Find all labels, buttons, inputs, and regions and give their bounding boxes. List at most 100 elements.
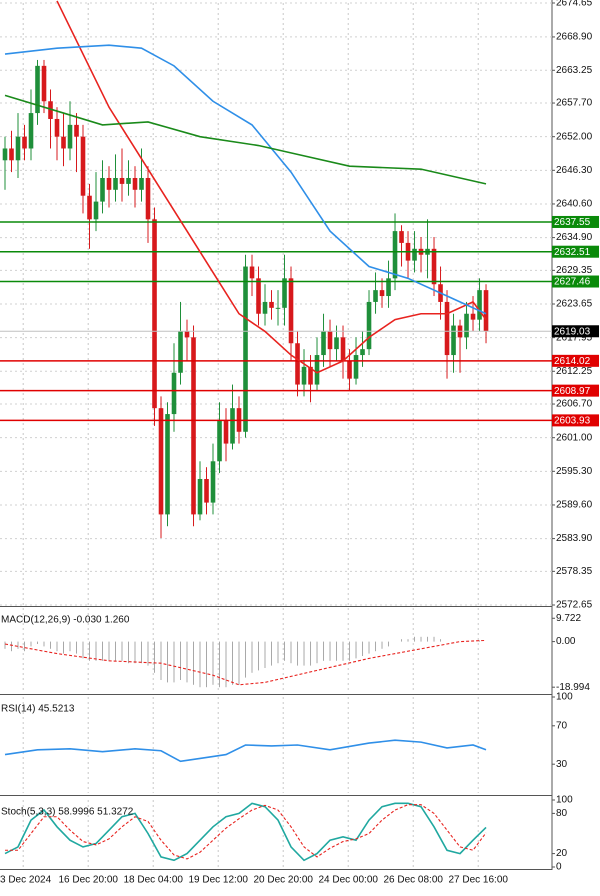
candle-body <box>100 177 105 202</box>
y-tick-label: 100 <box>556 795 573 806</box>
candle-body <box>464 313 469 338</box>
candle-body <box>470 313 476 320</box>
candle-body <box>191 337 196 515</box>
candle-body <box>230 408 235 444</box>
candle-body <box>80 136 86 196</box>
candle-body <box>308 366 313 385</box>
candle-body <box>243 266 248 432</box>
level-label-box <box>552 414 599 427</box>
candle-body <box>28 113 34 149</box>
candle-body <box>314 355 320 385</box>
candle-body <box>171 372 177 415</box>
x-tick-label: 3 Dec 2024 <box>0 875 52 886</box>
y-tick-label: 0.00 <box>556 636 576 647</box>
level-label-box <box>552 275 599 288</box>
last-price-label: 2619.03 <box>554 326 591 337</box>
y-tick-label: 2601.00 <box>556 432 593 443</box>
candle-body <box>412 248 417 261</box>
candle-body <box>74 124 79 137</box>
y-tick-label: 2668.90 <box>556 32 593 43</box>
candle-body <box>399 231 404 243</box>
indicator-line <box>4 639 487 686</box>
y-tick-label: 2663.25 <box>556 65 593 76</box>
candle-body <box>139 177 144 190</box>
candle-body <box>61 136 66 149</box>
y-tick-label: 20 <box>556 848 568 859</box>
candle-body <box>126 177 131 184</box>
candle-body <box>9 148 14 161</box>
candle-body <box>392 231 398 279</box>
y-tick-label: 0 <box>556 862 562 873</box>
candle-body <box>217 419 222 462</box>
candle-body <box>158 408 164 515</box>
x-tick-label: 27 Dec 16:00 <box>448 875 508 886</box>
y-tick-label: 2657.70 <box>556 98 593 109</box>
candle-body <box>340 337 346 361</box>
candle-body <box>41 65 47 102</box>
y-tick-label: 30 <box>556 759 568 770</box>
indicator-line <box>4 94 487 185</box>
indicator-label: MACD(12,26,9) -0.030 1.260 <box>1 615 130 626</box>
candle-body <box>386 278 391 297</box>
candle-body <box>184 331 190 338</box>
level-label: 2608.97 <box>554 386 591 397</box>
candle-body <box>360 349 365 356</box>
candle-body <box>451 325 456 356</box>
y-tick-label: 2583.90 <box>556 533 593 544</box>
indicator-line <box>5 804 487 860</box>
level-label-box <box>552 354 599 367</box>
indicator-line <box>56 0 487 374</box>
y-tick-label: 2674.65 <box>556 0 593 9</box>
candle-body <box>93 201 99 220</box>
candle-body <box>431 248 437 285</box>
candle-body <box>54 118 60 137</box>
level-label: 2632.51 <box>554 247 591 258</box>
y-tick-label: 2595.30 <box>556 466 593 477</box>
candle-body <box>165 414 170 515</box>
x-tick-label: 26 Dec 08:00 <box>383 875 443 886</box>
level-label: 2603.93 <box>554 416 591 427</box>
y-tick-label: -18.994 <box>556 682 590 693</box>
candle-body <box>152 219 157 409</box>
y-tick-label: 2623.65 <box>556 299 593 310</box>
candle-body <box>106 177 112 190</box>
candle-body <box>444 301 450 356</box>
x-tick-label: 20 Dec 20:00 <box>253 875 313 886</box>
candle-body <box>334 337 339 350</box>
candle-body <box>15 136 21 161</box>
candle-body <box>256 278 261 314</box>
candle-body <box>379 290 385 297</box>
candle-body <box>22 136 27 149</box>
candle-body <box>269 301 274 308</box>
y-tick-label: 80 <box>556 808 568 819</box>
candle-body <box>67 124 73 149</box>
candle-body <box>262 301 268 314</box>
candle-body <box>327 331 333 350</box>
last-price-box <box>552 325 599 338</box>
y-tick-label: 2617.95 <box>556 332 593 343</box>
y-tick-label: 2578.35 <box>556 566 593 577</box>
indicator-line <box>4 739 487 763</box>
level-label-box <box>552 245 599 258</box>
candle-body <box>178 331 183 373</box>
y-tick-label: 2646.30 <box>556 165 593 176</box>
candle-body <box>282 278 287 308</box>
candle-body <box>366 301 372 350</box>
x-tick-label: 18 Dec 04:00 <box>123 875 183 886</box>
candle-body <box>210 461 216 503</box>
candle-body <box>113 177 118 190</box>
y-tick-label: 70 <box>556 720 568 731</box>
y-tick-label: 100 <box>556 692 573 703</box>
candle-body <box>132 177 138 190</box>
y-tick-label: 2589.60 <box>556 500 593 511</box>
level-label-box <box>552 215 599 228</box>
candle-body <box>301 366 307 385</box>
candle-body <box>353 355 359 379</box>
y-tick-label: 2634.90 <box>556 232 593 243</box>
candle-body <box>373 290 378 302</box>
indicator-label: RSI(14) 45.5213 <box>1 704 75 715</box>
candle-body <box>321 331 326 356</box>
y-tick-label: 2612.25 <box>556 366 593 377</box>
